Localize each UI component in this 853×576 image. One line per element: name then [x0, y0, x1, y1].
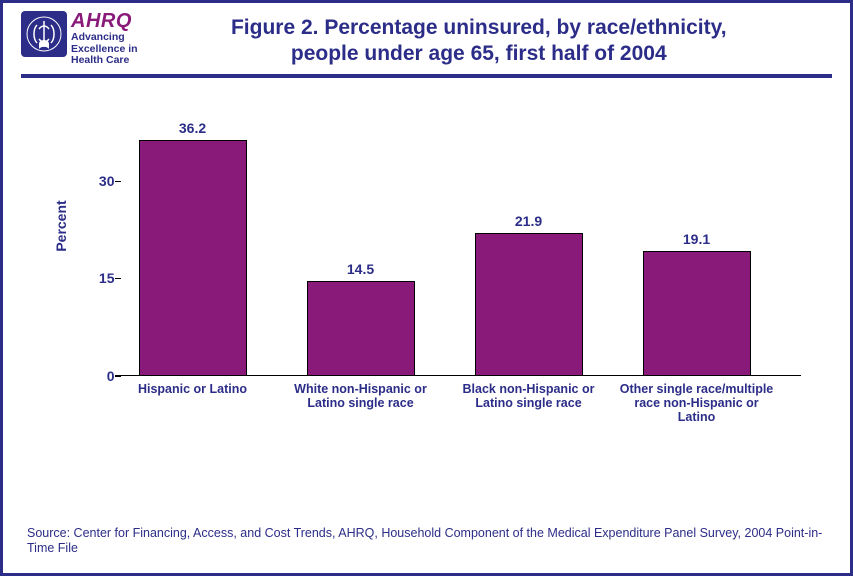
bar-chart: Percent 36.2 14.5 21.9 19.1 0 15 30 Hispanic o…	[37, 96, 817, 456]
bar-value-label: 36.2	[117, 120, 268, 136]
x-category-label: Black non-Hispanic or Latino single race	[449, 382, 609, 411]
chart-title-line2: people under age 65, first half of 2004	[146, 41, 812, 67]
hhs-logo-icon	[21, 11, 67, 57]
bar-rect	[475, 233, 583, 375]
bar: 19.1	[643, 251, 751, 375]
bar-value-label: 14.5	[285, 261, 436, 277]
y-tick-label: 30	[83, 173, 115, 189]
y-tick-label: 15	[83, 270, 115, 286]
ahrq-wordmark: AHRQ	[71, 11, 138, 32]
source-note: Source: Center for Financing, Access, an…	[27, 526, 826, 557]
y-tick-label: 0	[83, 368, 115, 384]
y-tick-mark	[115, 181, 121, 182]
y-tick-mark	[115, 376, 121, 377]
plot-area: 36.2 14.5 21.9 19.1	[121, 116, 801, 376]
bar-value-label: 19.1	[621, 231, 772, 247]
x-category-label: White non-Hispanic or Latino single race	[281, 382, 441, 411]
y-axis-label: Percent	[53, 200, 69, 251]
ahrq-logo: AHRQ Advancing Excellence in Health Care	[71, 11, 138, 67]
logo-group: AHRQ Advancing Excellence in Health Care	[21, 11, 138, 67]
ahrq-tagline-3: Health Care	[71, 55, 138, 67]
x-category-label: Other single race/multiple race non-Hisp…	[617, 382, 777, 425]
header: AHRQ Advancing Excellence in Health Care…	[21, 11, 832, 68]
bar-value-label: 21.9	[453, 213, 604, 229]
chart-title: Figure 2. Percentage uninsured, by race/…	[146, 11, 832, 68]
bar-rect	[643, 251, 751, 375]
ahrq-tagline-1: Advancing	[71, 32, 138, 44]
bar: 14.5	[307, 281, 415, 375]
x-category-label: Hispanic or Latino	[113, 382, 273, 396]
y-tick-mark	[115, 278, 121, 279]
figure-frame: AHRQ Advancing Excellence in Health Care…	[0, 0, 853, 576]
bar-rect	[139, 140, 247, 375]
chart-title-line1: Figure 2. Percentage uninsured, by race/…	[146, 15, 812, 41]
bar: 21.9	[475, 233, 583, 375]
bar: 36.2	[139, 140, 247, 375]
header-divider	[21, 74, 832, 78]
bar-rect	[307, 281, 415, 375]
